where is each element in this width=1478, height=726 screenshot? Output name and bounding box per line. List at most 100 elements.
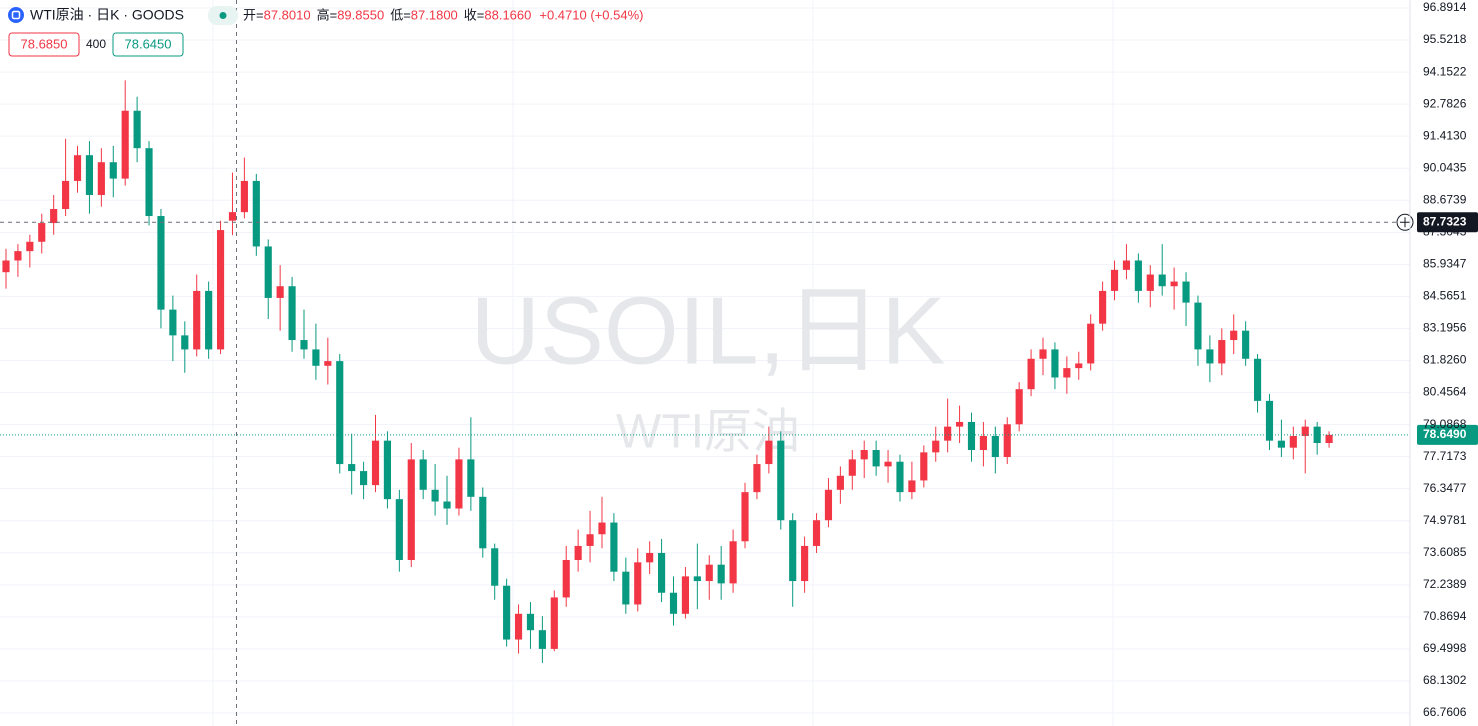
candle-body: [348, 464, 356, 472]
candle-body: [526, 613, 535, 631]
price-axis: 96.8914 95.5218 94.1522 92.7826 91.4130 90.04…: [1423, 0, 1467, 719]
y-tick-label: 68.1302: [1423, 673, 1467, 687]
last-price-label: 78.6490: [1423, 427, 1467, 441]
symbol-icon: [8, 7, 24, 23]
candle-body: [848, 459, 856, 476]
candle-body: [1051, 349, 1059, 378]
candle-body: [1182, 281, 1190, 303]
candle-body: [62, 180, 70, 210]
candle-body: [920, 452, 928, 481]
ohlc-key: 低=: [390, 7, 411, 22]
candle-body: [264, 246, 272, 298]
candle-body: [896, 461, 904, 493]
candle-body: [1122, 260, 1131, 270]
candle-body: [336, 361, 344, 465]
candle-body: [562, 559, 570, 598]
candle-body: [443, 501, 451, 509]
candle-body: [121, 110, 129, 179]
y-tick-label: 66.7606: [1423, 705, 1467, 719]
last-price-tag: [1417, 424, 1478, 445]
candle-body: [193, 290, 201, 350]
candle-body: [967, 421, 976, 451]
candle-body: [1242, 330, 1250, 359]
y-tick-label: 94.1522: [1423, 64, 1467, 78]
candle-body: [276, 286, 284, 298]
candle-body: [991, 435, 999, 458]
y-tick-label: 80.4564: [1423, 385, 1467, 399]
candle-body: [801, 545, 809, 582]
candle-body: [717, 564, 725, 584]
y-tick-label: 72.2389: [1423, 577, 1467, 591]
candle-body: [812, 520, 821, 546]
crosshair-label: 87.7323: [1423, 214, 1467, 228]
candle-body: [14, 251, 22, 261]
candle-body: [598, 522, 606, 535]
candle-body: [26, 241, 34, 252]
y-tick-label: 88.6739: [1423, 192, 1467, 206]
candle-body: [216, 230, 225, 350]
candle-body: [324, 361, 332, 366]
candle-body: [514, 613, 523, 640]
candle-body: [824, 489, 833, 521]
candle-body: [884, 461, 892, 467]
candle-body: [1277, 440, 1285, 448]
candle-body: [431, 489, 439, 502]
candle-body: [765, 440, 773, 465]
candle-body: [979, 435, 987, 451]
candle-body: [181, 335, 189, 350]
candle-body: [1110, 269, 1119, 291]
ask-box[interactable]: [112, 32, 184, 57]
candle-body: [169, 309, 177, 336]
candle-body: [622, 571, 630, 605]
status-dot: [219, 12, 227, 19]
candle-body: [1063, 368, 1071, 378]
y-tick-label: 81.8260: [1423, 353, 1467, 367]
y-tick-label: 95.5218: [1423, 32, 1467, 46]
y-tick-label: 77.7173: [1423, 449, 1467, 463]
ohlc-key: 开=: [243, 7, 264, 22]
y-tick-label: 90.0435: [1423, 160, 1467, 174]
ohlc-change: +0.4710 (+0.54%): [539, 7, 643, 22]
candle-body: [97, 162, 105, 195]
candle-body: [145, 148, 153, 217]
candle-body: [479, 496, 487, 549]
candle-body: [50, 209, 58, 224]
candle-body: [1099, 290, 1107, 324]
candle-body: [133, 110, 141, 149]
candle-body: [777, 440, 785, 521]
candle-body: [729, 541, 737, 584]
candle-body: [288, 286, 296, 341]
candle-body: [85, 155, 94, 195]
y-tick-label: 96.8914: [1423, 0, 1467, 14]
y-tick-label: 69.4998: [1423, 641, 1467, 655]
ohlc-value: 88.1660: [484, 7, 531, 22]
candle-body: [944, 426, 952, 441]
candle-body: [669, 592, 678, 614]
candle-body: [1206, 349, 1214, 364]
y-tick-label: 70.8694: [1423, 609, 1467, 623]
candle-body: [360, 471, 368, 486]
candle-body: [586, 534, 594, 546]
y-tick-label: 73.6085: [1423, 545, 1467, 559]
candle-body: [1039, 349, 1047, 359]
candle-body: [383, 440, 392, 500]
candle-body: [252, 180, 260, 247]
candle-body: [2, 260, 10, 273]
candle-body: [860, 450, 868, 460]
ohlc-value: 87.8010: [264, 7, 311, 22]
bid-box[interactable]: [8, 32, 80, 57]
candle-body: [312, 349, 320, 366]
candle-body: [658, 552, 666, 593]
crosshair-add-plus: [1400, 217, 1410, 228]
ohlc-key: 收=: [464, 7, 485, 22]
candle-body: [228, 212, 237, 221]
candle-body: [407, 459, 415, 560]
candle-body: [1170, 281, 1178, 287]
candle-body: [1289, 435, 1297, 448]
symbol-icon-glyph: [11, 10, 21, 20]
candle-body: [419, 459, 427, 490]
candle-body: [753, 464, 761, 493]
y-tick-label: 85.9347: [1423, 257, 1467, 271]
candle-body: [1230, 330, 1238, 341]
